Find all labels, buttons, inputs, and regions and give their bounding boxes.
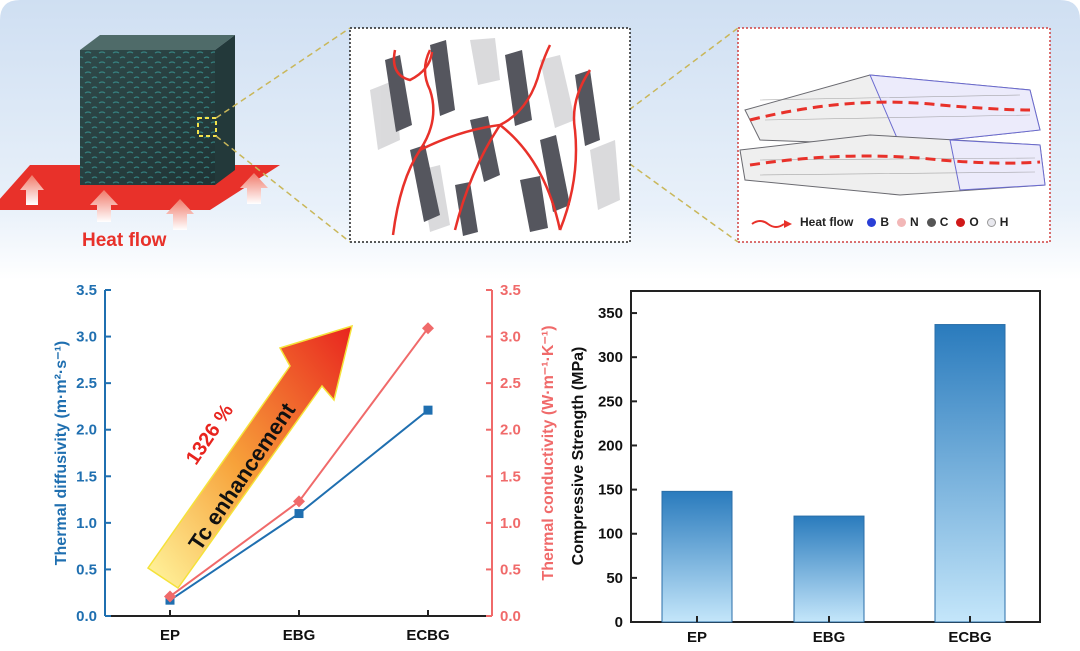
c2-bar-ebg (793, 515, 865, 623)
c1-left-tick-label: 0.5 (76, 561, 97, 578)
c1-point-conductivity (164, 590, 176, 603)
heat-flow-label: Heat flow (82, 230, 167, 251)
legend-element-C: C (939, 215, 949, 229)
c1-left-tick-label: 1.5 (76, 468, 97, 485)
c1-left-tick-label: 0.0 (76, 608, 97, 625)
legend-element-H-swatch (986, 217, 996, 227)
c1-right-tick-label: 3.5 (500, 282, 521, 299)
c1-point-conductivity (422, 322, 434, 335)
legend-element-N-swatch (897, 217, 907, 227)
c2-x-tick-label: ECBG (948, 629, 991, 646)
legend-heat-flow: Heat flow (800, 215, 854, 229)
legend-element-B: B (880, 215, 890, 229)
c1-right-tick-label: 2.5 (500, 375, 521, 392)
c1-left-tick-label: 2.0 (76, 422, 97, 439)
c2-left-tick-label: 100 (598, 526, 623, 543)
diffusivity-conductivity-chart: 0.0 0.5 1.0 1.5 2.0 2.5 3.0 3.5 0.0 0.5 1.0 1.5 2.0… (53, 282, 557, 644)
c1-left-tick-label: 2.5 (76, 375, 97, 392)
heat-arrows (20, 173, 268, 230)
c2-ylabel: Compressive Strength (MPa) (570, 347, 587, 566)
c1-point-conductivity (293, 495, 305, 508)
c1-right-tick-label: 0.0 (500, 608, 521, 625)
c1-right-tick-label: 2.0 (500, 422, 521, 439)
c1-x-tick-label: ECBG (406, 627, 449, 644)
c2-left-tick-label: 0 (615, 614, 623, 631)
legend-element-C-swatch (926, 217, 936, 227)
compressive-strength-chart: 0 50 100 150 200 250 300 350 EP EBG ECBG Compress… (570, 290, 1041, 646)
c2-left-tick-label: 250 (598, 393, 623, 410)
schematic-band (0, 0, 1080, 280)
legend-element-O-swatch (956, 217, 966, 227)
c1-left-tick-label: 3.0 (76, 329, 97, 346)
c1-ylabel-left: Thermal diffusivity (m·m²·s⁻¹) (53, 341, 70, 565)
enhancement-label: Tc enhancement (183, 398, 300, 555)
legend-element-O: O (969, 215, 979, 229)
c2-left-tick-label: 150 (598, 482, 623, 499)
legend-element-H: H (999, 215, 1009, 229)
c1-point-diffusivity (423, 405, 433, 415)
c2-left-tick-label: 200 (598, 437, 623, 454)
c2-x-tick-label: EBG (813, 629, 846, 646)
c1-x-tick-label: EP (160, 627, 180, 644)
c2-bar-ecbg (934, 324, 1006, 623)
c2-bar-ep (661, 490, 733, 623)
legend-element-B-swatch (867, 217, 877, 227)
c1-right-tick-label: 1.5 (500, 468, 521, 485)
c2-left-tick-label: 300 (598, 349, 623, 366)
legend-element-N: N (910, 215, 919, 229)
c1-right-tick-label: 0.5 (500, 561, 521, 578)
c1-right-tick-label: 1.0 (500, 515, 521, 532)
network-panel (349, 27, 631, 243)
c2-left-tick-label: 350 (598, 305, 623, 322)
c2-left-tick-label: 50 (606, 570, 623, 587)
atomic-legend: Heat flow B N C O H (800, 215, 1008, 229)
c1-left-tick-label: 1.0 (76, 515, 97, 532)
atomic-panel (737, 27, 1051, 243)
c1-x-tick-label: EBG (283, 627, 316, 644)
tc-enhancement-arrow (146, 324, 354, 590)
composite-cube (80, 35, 235, 185)
c1-right-tick-label: 3.0 (500, 329, 521, 346)
c1-ylabel-right: Thermal conductivity (W·m⁻¹·K⁻¹) (540, 325, 557, 580)
c1-left-tick-label: 3.5 (76, 282, 97, 299)
c2-x-tick-label: EP (687, 629, 707, 646)
c1-point-diffusivity (294, 509, 304, 519)
